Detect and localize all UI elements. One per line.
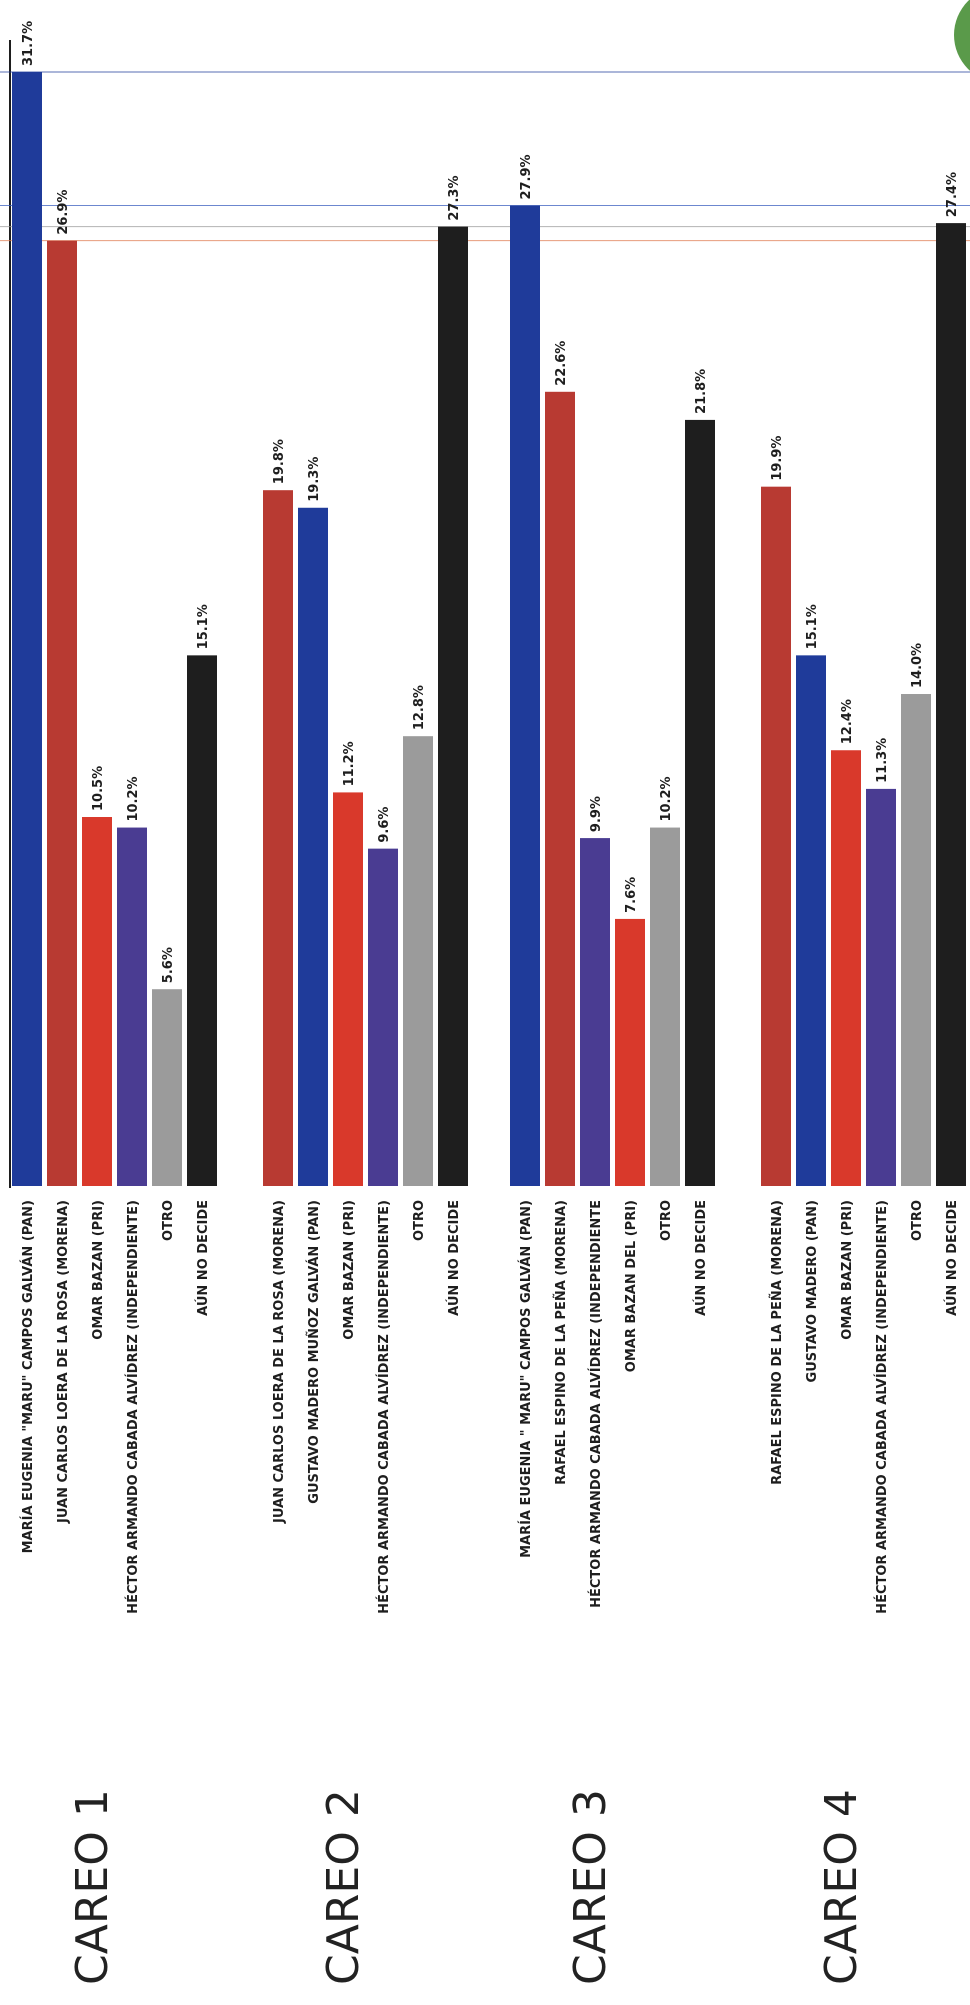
bar-category-label: RAFAEL ESPINO DE LA PEÑA (MORENA) <box>553 1200 569 1485</box>
bar-value-label: 10.2% <box>659 776 674 821</box>
bar-category-label: OTRO <box>161 1200 176 1241</box>
careo-title: CAREO 4 <box>816 1789 867 1985</box>
bar-category-label: JUAN CARLOS LOERA DE LA ROSA (MORENA) <box>272 1200 287 1524</box>
bar <box>545 391 575 1186</box>
bar-category-label: AÚN NO DECIDE <box>446 1200 462 1316</box>
bar-category-label: OMAR BAZAN DEL (PRI) <box>624 1200 639 1372</box>
bar <box>936 223 966 1186</box>
bar <box>298 507 328 1186</box>
bar <box>650 827 680 1186</box>
bar-value-label: 9.9% <box>589 796 604 832</box>
careo-title: CAREO 2 <box>318 1789 369 1985</box>
bar-value-label: 5.6% <box>161 947 176 983</box>
bar-category-label: OTRO <box>910 1200 925 1241</box>
bar <box>866 788 896 1186</box>
bar-category-label: OMAR BAZAN (PRI) <box>342 1200 357 1340</box>
bar-value-label: 10.2% <box>126 776 141 821</box>
careo-title: CAREO 1 <box>67 1789 118 1985</box>
bar-value-label: 27.4% <box>945 172 960 217</box>
bar-category-label: HÉCTOR ARMANDO CABADA ALVÍDREZ (INDEPEND… <box>376 1200 392 1614</box>
careo-title: CAREO 3 <box>565 1789 616 1985</box>
bar-value-label: 7.6% <box>624 877 639 913</box>
bar-value-label: 11.2% <box>342 741 357 786</box>
bar <box>152 989 182 1186</box>
bar <box>580 838 610 1186</box>
bar <box>438 226 468 1186</box>
bar-category-label: GUSTAVO MADERO MUÑOZ GALVÁN (PAN) <box>306 1200 322 1504</box>
bar <box>901 694 931 1186</box>
bar-category-label: AÚN NO DECIDE <box>195 1200 211 1316</box>
bar-category-label: AÚN NO DECIDE <box>944 1200 960 1316</box>
bar-value-label: 19.3% <box>307 457 322 502</box>
careo-group-1: 31.7% MARÍA EUGENIA "MARU" CAMPOS GALVÁN … <box>12 21 217 1985</box>
bar <box>263 490 293 1186</box>
bar <box>117 827 147 1186</box>
bar-value-label: 11.3% <box>875 738 890 783</box>
bar <box>82 817 112 1186</box>
bar-value-label: 19.8% <box>272 439 287 484</box>
bar-category-label: OMAR BAZAN (PRI) <box>840 1200 855 1340</box>
bar-category-label: HÉCTOR ARMANDO CABADA ALVÍDREZ (INDEPEND… <box>125 1200 141 1614</box>
bar-value-label: 27.9% <box>519 154 534 199</box>
bar-value-label: 19.9% <box>770 436 785 481</box>
bar-category-label: RAFAEL ESPINO DE LA PEÑA (MORENA) <box>769 1200 785 1485</box>
bar <box>685 419 715 1186</box>
careo-group-3: 27.9% MARÍA EUGENIA " MARU" CAMPOS GALVÁN… <box>510 154 715 1985</box>
bar-value-label: 14.0% <box>910 643 925 688</box>
bar <box>831 750 861 1186</box>
bar <box>368 848 398 1186</box>
bar <box>510 205 540 1186</box>
bar-value-label: 27.3% <box>447 176 462 221</box>
bar-value-label: 9.6% <box>377 807 392 843</box>
bar-category-label: JUAN CARLOS LOERA DE LA ROSA (MORENA) <box>56 1200 71 1524</box>
bar <box>12 72 42 1186</box>
bar-value-label: 15.1% <box>805 604 820 649</box>
bar <box>615 918 645 1186</box>
bar-value-label: 21.8% <box>694 369 709 414</box>
bar-category-label: HÉCTOR ARMANDO CABADA ALVÍDREZ (INDEPEND… <box>588 1200 604 1608</box>
bar <box>333 792 363 1186</box>
careo-group-2: 19.8% JUAN CARLOS LOERA DE LA ROSA (MOREN… <box>263 176 468 1985</box>
bar-value-label: 10.5% <box>91 766 106 811</box>
bar <box>187 655 217 1186</box>
bar-value-label: 15.1% <box>196 604 211 649</box>
bar <box>796 655 826 1186</box>
bar-category-label: MARÍA EUGENIA " MARU" CAMPOS GALVÁN (PAN… <box>518 1200 534 1558</box>
bar-value-label: 26.9% <box>56 190 71 235</box>
bar-category-label: HÉCTOR ARMANDO CABADA ALVÍDREZ (INDEPEND… <box>874 1200 890 1614</box>
careo-group-4: 19.9% RAFAEL ESPINO DE LA PEÑA (MORENA) 15… <box>761 172 966 1985</box>
bar-value-label: 12.4% <box>840 699 855 744</box>
bar-category-label: OTRO <box>412 1200 427 1241</box>
bar <box>47 240 77 1186</box>
bar-value-label: 22.6% <box>554 341 569 386</box>
bar-category-label: AÚN NO DECIDE <box>693 1200 709 1316</box>
bar <box>403 736 433 1186</box>
bar-category-label: MARÍA EUGENIA "MARU" CAMPOS GALVÁN (PAN) <box>20 1200 36 1553</box>
bar-category-label: OMAR BAZAN (PRI) <box>91 1200 106 1340</box>
bar-value-label: 12.8% <box>412 685 427 730</box>
bar-category-label: GUSTAVO MADERO (PAN) <box>805 1200 820 1382</box>
bar <box>761 486 791 1187</box>
bar-category-label: OTRO <box>659 1200 674 1241</box>
bar-value-label: 31.7% <box>21 21 36 66</box>
badge-circle <box>954 0 970 71</box>
